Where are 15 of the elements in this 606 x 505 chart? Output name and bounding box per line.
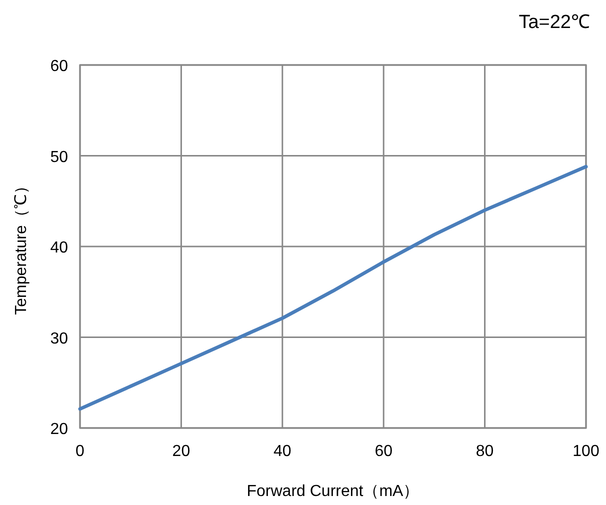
y-axis-title: Temperature（℃） [13, 178, 30, 315]
x-tick-label: 100 [572, 443, 600, 460]
y-tick-label: 30 [50, 330, 68, 348]
x-tick-label: 20 [172, 443, 190, 460]
x-tick-label: 80 [476, 443, 494, 460]
y-tick-label: 50 [50, 148, 68, 166]
line-series [78, 164, 588, 411]
x-tick-label: 0 [76, 443, 85, 460]
text: Ta=22℃ [518, 12, 590, 33]
y-tick-label: 40 [50, 240, 68, 256]
x-axis-title: Forward Current（mA） [246, 483, 420, 500]
x-tick-label: 40 [274, 443, 292, 460]
y-tick-label: 20 [50, 421, 68, 438]
y-tick-label: 60 [50, 58, 68, 75]
x-tick-label: 60 [374, 443, 393, 460]
